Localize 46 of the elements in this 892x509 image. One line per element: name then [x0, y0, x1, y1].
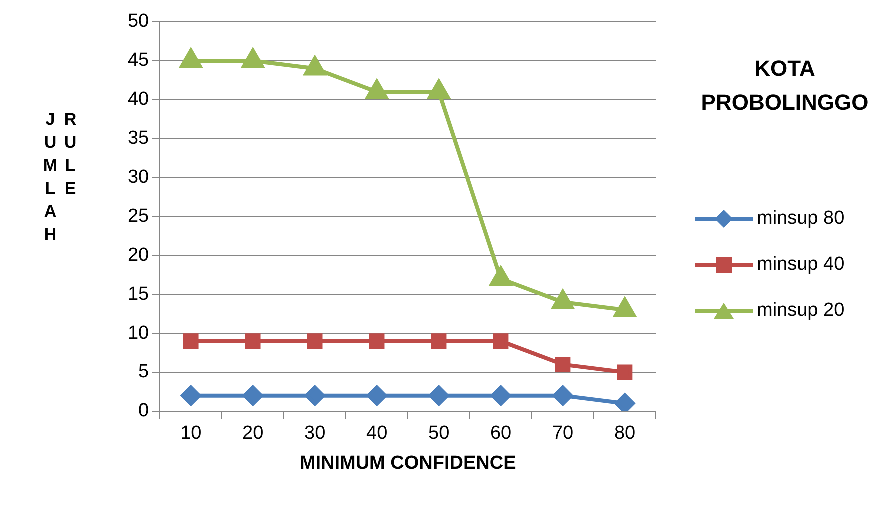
point [181, 386, 202, 406]
x-axis-title: MINIMUM CONFIDENCE [300, 452, 516, 474]
point [242, 48, 264, 68]
point [617, 364, 633, 380]
x-tick-label: 70 [552, 423, 574, 444]
point [431, 334, 447, 349]
point [369, 334, 385, 349]
y-tick-label: 10 [128, 322, 150, 344]
x-tick-label: 20 [242, 423, 264, 444]
point [307, 334, 323, 349]
y-tick-label: 30 [128, 166, 150, 188]
y-tick-label: 20 [128, 244, 150, 266]
x-tick-label: 80 [614, 423, 636, 444]
point [555, 357, 571, 372]
x-tick-label: 60 [490, 423, 512, 444]
point [367, 386, 388, 406]
x-tick-label: 30 [304, 423, 326, 444]
point [493, 334, 509, 349]
y-tick-label: 0 [138, 400, 150, 422]
y-tick-label: 25 [128, 206, 150, 227]
point [491, 386, 512, 406]
point [366, 80, 388, 100]
point [305, 386, 326, 406]
legend-label: minsup 80 [757, 208, 845, 230]
text: KOTA PROBOLINGGO [700, 55, 870, 117]
x-tick-label: 50 [428, 423, 450, 444]
point [180, 48, 202, 68]
point [243, 386, 264, 406]
point [183, 334, 199, 349]
point [304, 56, 326, 76]
point [553, 386, 574, 406]
y-tick-label: 50 [128, 11, 150, 32]
point [428, 80, 450, 100]
x-tick-label: 40 [366, 423, 388, 444]
y-tick-label: 35 [128, 128, 150, 150]
point [429, 386, 450, 406]
y-tick-label: 5 [138, 362, 150, 383]
y-tick-label: 15 [128, 284, 150, 305]
y-tick-label: 45 [128, 50, 150, 72]
legend-label: minsup 40 [757, 254, 845, 276]
x-tick-label: 10 [180, 423, 202, 444]
y-axis-title: JUMLAH RULE [40, 110, 80, 248]
point [245, 334, 261, 349]
legend-label: minsup 20 [757, 300, 845, 322]
point [490, 267, 512, 286]
y-tick-label: 40 [128, 89, 150, 110]
